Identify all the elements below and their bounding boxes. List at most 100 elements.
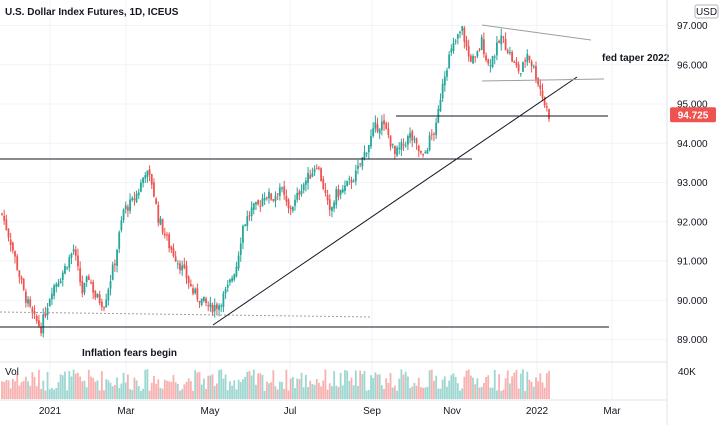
- candle-body: [320, 168, 322, 182]
- candle-body: [263, 198, 266, 201]
- candle-body: [378, 129, 381, 134]
- candle-body: [126, 207, 129, 211]
- candle-body: [137, 192, 140, 196]
- candle-body: [548, 109, 550, 119]
- volume-bar: [435, 375, 438, 399]
- volume-bar: [365, 390, 368, 399]
- volume-bar: [215, 383, 218, 399]
- volume-bar: [513, 372, 516, 399]
- time-axis[interactable]: 2021 Mar May Jul Sep Nov 2022 Mar: [39, 406, 621, 417]
- volume-bar: [509, 383, 511, 399]
- volume-bar: [291, 376, 294, 399]
- volume-bar: [278, 381, 281, 399]
- rising-trendline[interactable]: [212, 76, 578, 326]
- volume-bar: [27, 381, 29, 399]
- candle-body: [211, 304, 214, 313]
- candle-body: [489, 65, 492, 67]
- candle-body: [265, 197, 268, 199]
- volume-bar: [268, 383, 270, 399]
- volume-bar: [79, 376, 82, 399]
- volume-bar: [198, 371, 201, 399]
- volume-bar: [548, 371, 550, 399]
- candle-body: [116, 249, 118, 266]
- volume-bar: [233, 380, 236, 399]
- volume-bar: [270, 382, 273, 399]
- candle-body: [90, 282, 92, 284]
- volume-bar: [120, 383, 123, 399]
- volume-bar: [519, 373, 522, 399]
- volume-series: [1, 369, 550, 399]
- candle-body: [270, 193, 273, 200]
- volume-bar: [289, 378, 292, 399]
- candle-body: [242, 225, 244, 243]
- volume-bar: [348, 380, 351, 399]
- candle-body: [300, 190, 303, 194]
- volume-bar: [535, 377, 537, 399]
- candle-body: [131, 197, 134, 201]
- volume-bar: [341, 385, 344, 399]
- candle-body: [257, 200, 260, 205]
- candle-body: [205, 298, 207, 303]
- volume-bar: [363, 371, 366, 399]
- price-axis[interactable]: 97.000 96.000 95.000 94.000 93.000 92.000 91.0…: [677, 21, 708, 346]
- candle-body: [430, 134, 433, 136]
- candle-body: [331, 207, 333, 211]
- candle-body: [163, 233, 166, 236]
- candle-body: [328, 199, 331, 210]
- wedge-lower-line[interactable]: [481, 78, 605, 82]
- volume-bar: [3, 381, 6, 399]
- wedge-upper-line[interactable]: [481, 24, 592, 41]
- volume-bar: [274, 386, 277, 399]
- candle-body: [298, 191, 301, 196]
- candle-body: [174, 256, 177, 262]
- candle-body: [452, 43, 455, 51]
- candle-body: [352, 181, 355, 183]
- volume-bar: [100, 371, 103, 399]
- candle-body: [387, 128, 390, 135]
- candle-body: [170, 246, 173, 250]
- volume-bar: [307, 387, 309, 399]
- candle-body: [491, 56, 494, 67]
- volume-bar: [311, 384, 314, 399]
- candle-body: [498, 40, 500, 43]
- candle-body: [318, 167, 320, 169]
- volume-bar: [361, 374, 364, 399]
- volume-bar: [309, 380, 312, 399]
- dotted-support-line[interactable]: [0, 311, 373, 318]
- candle-body: [196, 288, 199, 300]
- candle-body: [463, 27, 466, 42]
- volume-bar: [452, 373, 455, 399]
- volume-bar: [255, 384, 257, 399]
- candle-body: [166, 234, 168, 236]
- time-tick-label: Mar: [603, 406, 621, 417]
- volume-bar: [454, 376, 457, 399]
- candle-body: [383, 120, 385, 125]
- candle-body: [181, 265, 184, 271]
- volume-bar: [543, 387, 546, 399]
- candle-body: [530, 61, 533, 67]
- volume-bar: [300, 372, 303, 399]
- volume-bar: [211, 374, 214, 399]
- volume-bar: [320, 386, 322, 399]
- volume-bar: [18, 385, 21, 399]
- volume-bar: [140, 390, 142, 399]
- volume-bar: [31, 372, 34, 399]
- volume-bar: [137, 386, 140, 399]
- candle-body: [55, 284, 58, 287]
- volume-bar: [237, 379, 240, 399]
- candle-body: [118, 232, 121, 249]
- candle-body: [144, 175, 147, 179]
- volume-bar: [194, 370, 197, 399]
- candle-body: [535, 66, 537, 80]
- currency-box[interactable]: [694, 4, 719, 19]
- candle-body: [337, 189, 340, 197]
- volume-bar: [372, 377, 375, 399]
- candle-body: [40, 326, 42, 334]
- volume-bar: [302, 387, 305, 399]
- volume-bar: [105, 379, 108, 399]
- volume-bar: [315, 379, 318, 399]
- candle-body: [244, 224, 247, 226]
- volume-bar: [209, 375, 212, 399]
- volume-bar: [176, 383, 179, 399]
- candle-body: [417, 145, 420, 152]
